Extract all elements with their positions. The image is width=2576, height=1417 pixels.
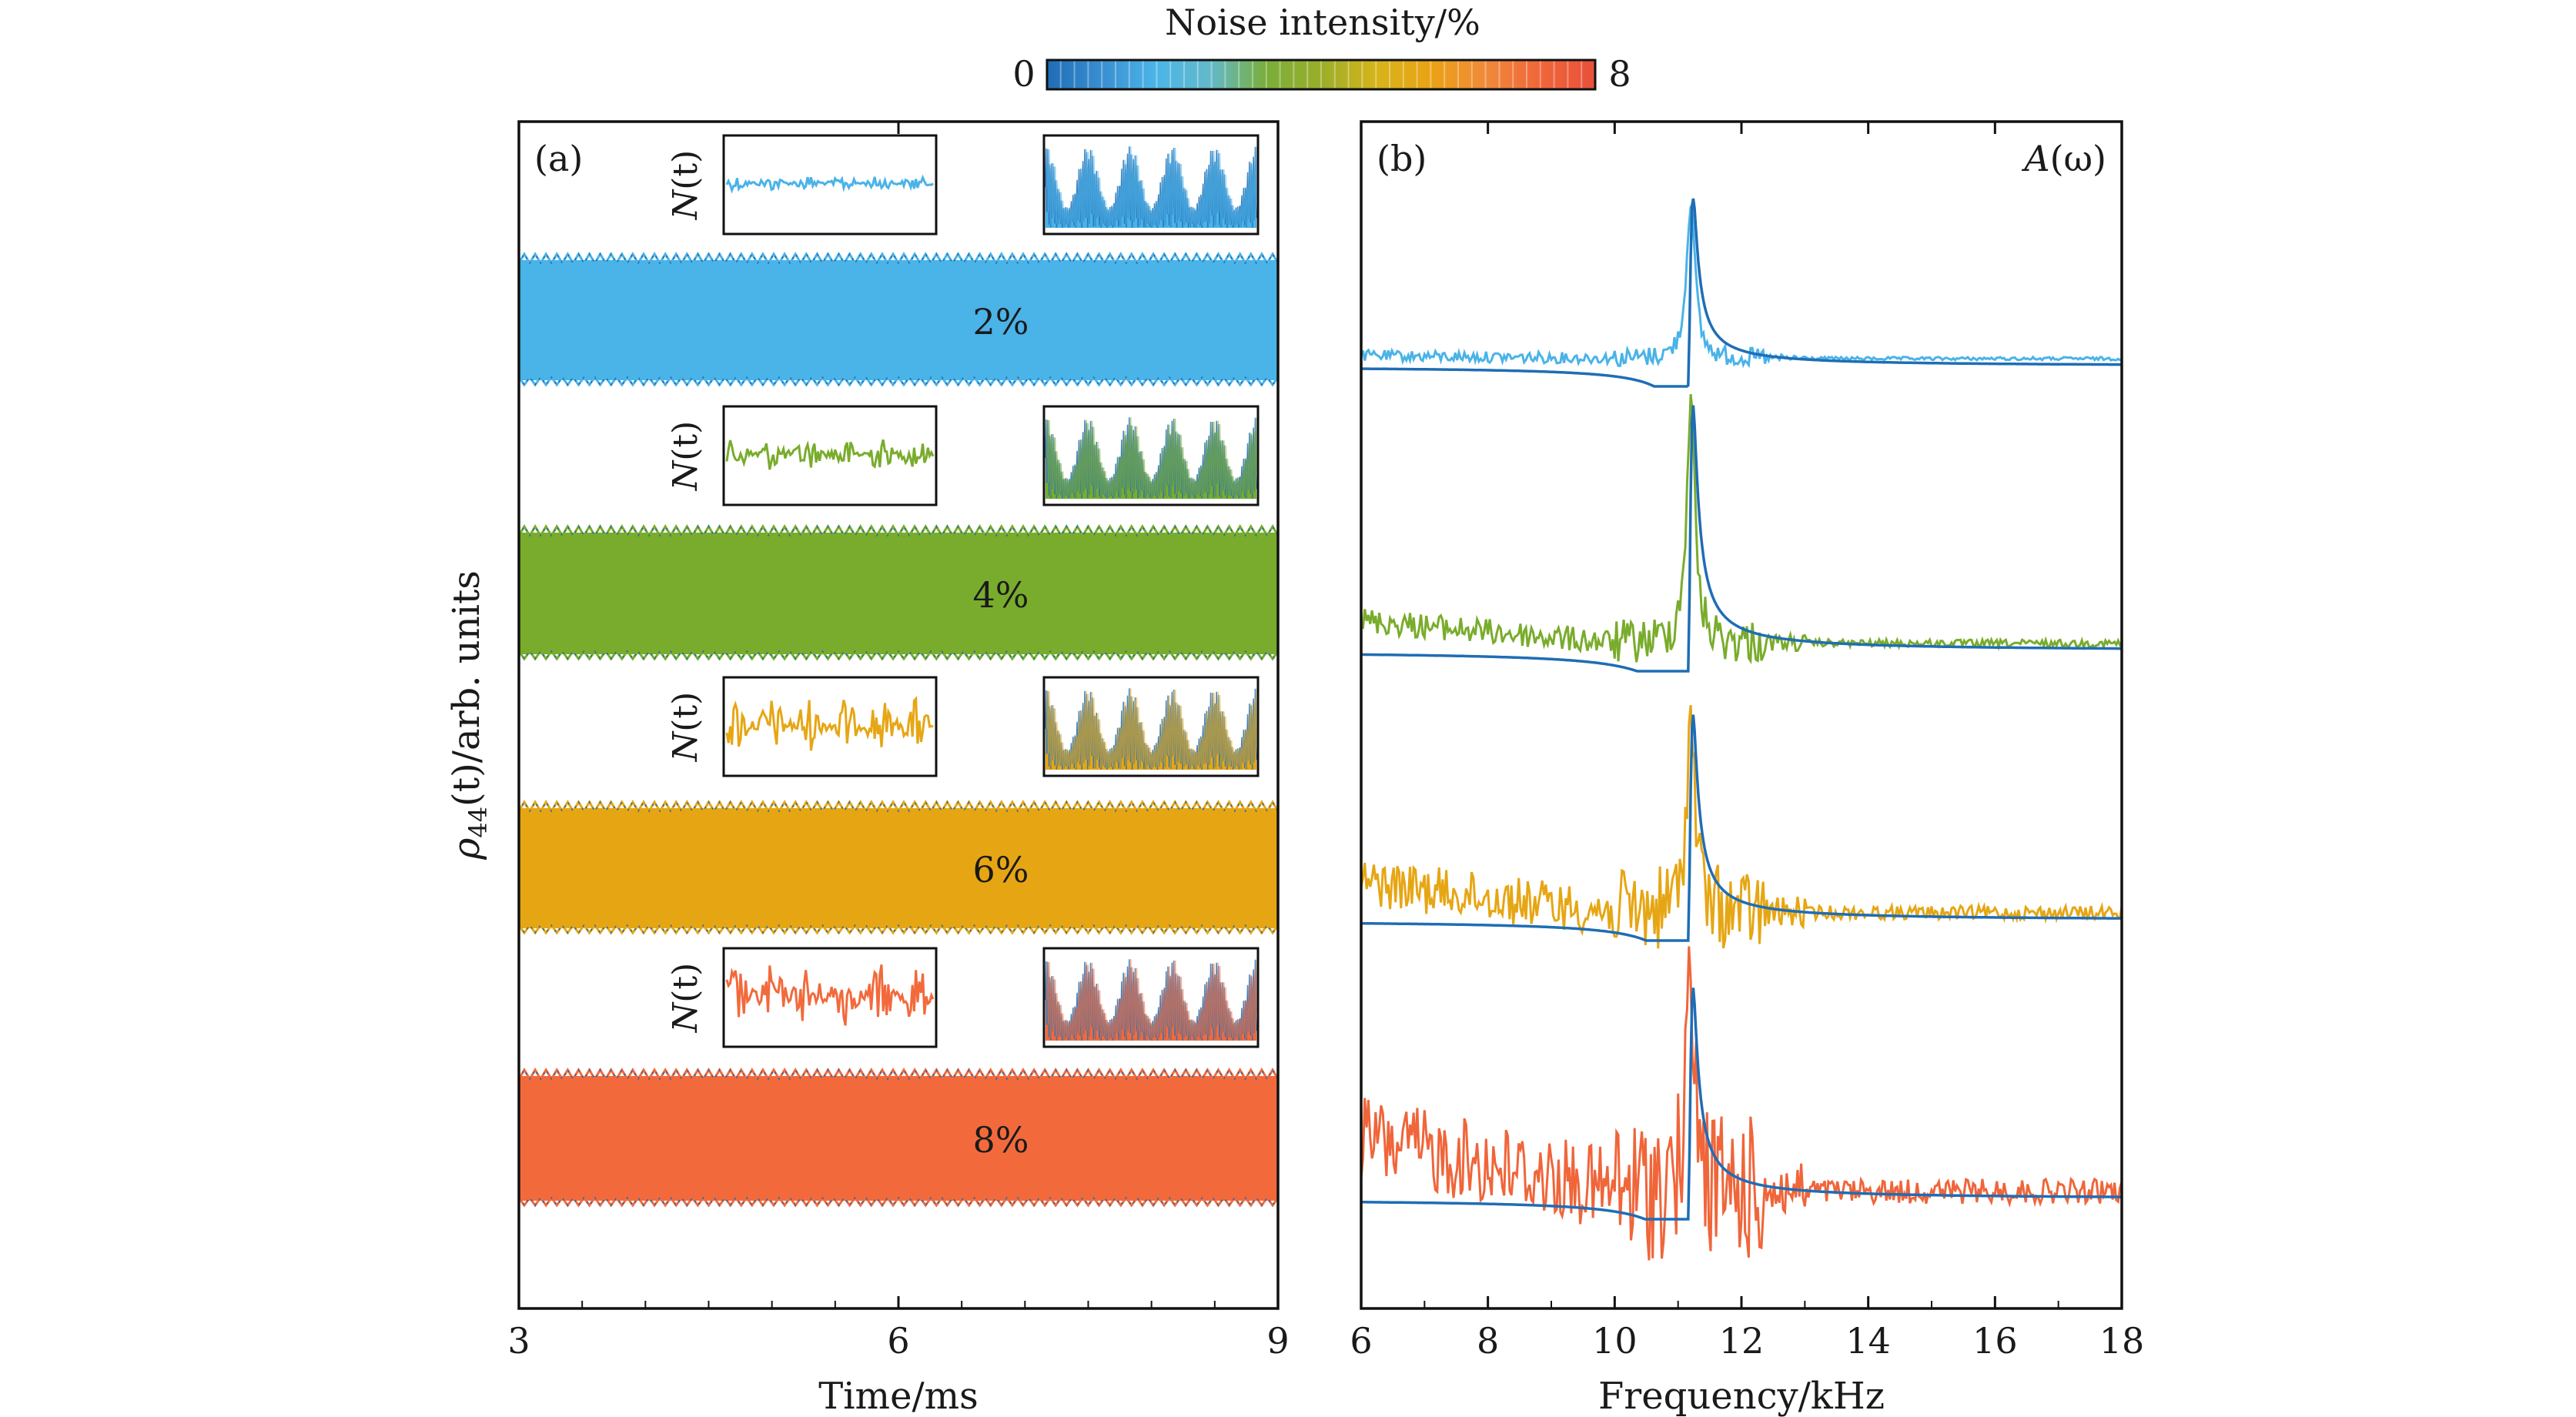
- rho44-band-4: [519, 533, 1278, 654]
- colorbar-title: Noise intensity/%: [1165, 2, 1480, 43]
- noise-inset-trace: [725, 174, 934, 194]
- zoom-inset-frame: [1042, 134, 1260, 236]
- spectrum-noiseless-6: [1361, 714, 2122, 942]
- rho44-band-bottom-edge-clean-6: [519, 924, 1278, 934]
- panel-b: 6 8 10 12 14 16 18 (b) A(ω) Frequency/kHz: [1350, 120, 2144, 1417]
- corner-label-omega: (ω): [2050, 138, 2106, 179]
- noise-inset-frame: [722, 947, 938, 1048]
- y-axis-label-rest: (t)/arb. units: [445, 570, 488, 807]
- freq-tick-label-18: 18: [2099, 1320, 2145, 1362]
- rho44-band-6: [519, 808, 1278, 928]
- y-axis-label-rho: ρ: [445, 838, 488, 861]
- rho44-band-top-edge-clean-6: [519, 800, 1278, 813]
- noise-inset-label-t: (t): [666, 963, 705, 1003]
- spectrum-noisy-6: [1361, 705, 2122, 949]
- noise-inset-4: N(t): [666, 405, 938, 506]
- panel-a-y-axis-label: ρ44(t)/arb. units: [445, 570, 493, 861]
- noise-inset-label-t: (t): [666, 692, 705, 732]
- band-label-2: 2%: [973, 301, 1029, 343]
- noise-inset-label-n: N: [666, 189, 705, 220]
- noise-inset-label-t: (t): [666, 150, 705, 190]
- x-tick-label-3: 3: [507, 1320, 530, 1362]
- noise-inset-label: N(t): [666, 692, 705, 763]
- freq-tick-label-14: 14: [1845, 1320, 1891, 1362]
- panel-b-frame: [1360, 120, 2123, 1310]
- freq-tick-label-16: 16: [1972, 1320, 2018, 1362]
- zoom-inset-noisy-trace: [1046, 146, 1259, 229]
- zoom-inset-noisy-trace: [1046, 688, 1259, 770]
- rho44-band-top-edge-clean-4: [519, 525, 1278, 537]
- noise-inset-label: N(t): [666, 963, 705, 1034]
- panel-a-plot-area: 2%N(t)4%N(t)6%N(t)8%N(t): [519, 134, 1278, 1208]
- panel-b-corner-label: A(ω): [2021, 138, 2106, 179]
- zoom-inset-frame: [1042, 405, 1260, 506]
- colorbar-min-label: 0: [1012, 53, 1035, 95]
- panel-b-plot-area: [1361, 198, 2122, 1261]
- noise-inset-label: N(t): [666, 421, 705, 492]
- colorbar-border: [1045, 58, 1597, 91]
- colorbar-max-label: 8: [1608, 53, 1631, 95]
- noise-inset-trace: [725, 439, 935, 470]
- zoom-inset-6: [1042, 676, 1260, 777]
- panel-a-x-ticks: 3 6 9: [507, 122, 1290, 1362]
- spectrum-noisy-2: [1361, 206, 2122, 369]
- noise-inset-trace: [725, 964, 935, 1026]
- zoom-inset-8: [1042, 947, 1260, 1048]
- freq-tick-label-8: 8: [1477, 1320, 1499, 1362]
- corner-label-a: A: [2021, 138, 2049, 179]
- noise-inset-6: N(t): [666, 676, 938, 777]
- panel-b-x-axis-label: Frequency/kHz: [1598, 1375, 1885, 1417]
- band-label-4: 4%: [973, 574, 1029, 616]
- rho44-band-top-edge-clean-8: [519, 1068, 1278, 1081]
- rho44-band-bottom-edge-clean-4: [519, 650, 1278, 660]
- panel-a-x-axis-label: Time/ms: [818, 1375, 979, 1417]
- spectrum-noiseless-2: [1361, 198, 2122, 388]
- rho44-band-top-edge-clean-2: [519, 252, 1278, 265]
- spectrum-noiseless-8: [1361, 988, 2122, 1221]
- rho44-band-2: [519, 260, 1278, 380]
- noise-inset-8: N(t): [666, 947, 938, 1048]
- zoom-inset-frame: [1042, 947, 1260, 1048]
- noise-inset-2: N(t): [666, 134, 938, 236]
- noise-inset-label-n: N: [666, 1001, 705, 1033]
- zoom-inset-4: [1042, 405, 1260, 506]
- panel-a-label: (a): [534, 138, 583, 179]
- noise-inset-label-n: N: [666, 730, 705, 762]
- rho44-band-8: [519, 1076, 1278, 1201]
- rho44-band-bottom-edge-clean-2: [519, 376, 1278, 386]
- band-label-8: 8%: [973, 1119, 1029, 1161]
- panel-b-label: (b): [1377, 138, 1427, 179]
- zoom-inset-frame: [1042, 676, 1260, 777]
- freq-tick-label-10: 10: [1592, 1320, 1638, 1362]
- noise-inset-label: N(t): [666, 150, 705, 221]
- colorbar-strip: [1047, 60, 1595, 89]
- noise-inset-label-n: N: [666, 460, 705, 491]
- zoom-inset-noisy-trace: [1046, 417, 1259, 500]
- spectrum-noisy-8: [1361, 946, 2122, 1261]
- band-label-6: 6%: [973, 849, 1029, 891]
- freq-tick-label-6: 6: [1350, 1320, 1372, 1362]
- y-axis-label-subscript: 44: [463, 807, 493, 838]
- colorbar-ticks: [1059, 60, 1583, 89]
- zoom-inset-noisy-trace: [1046, 959, 1259, 1041]
- spectrum-noiseless-4: [1361, 405, 2122, 673]
- colorbar: Noise intensity/% 0 8: [1012, 2, 1631, 95]
- x-tick-label-6: 6: [887, 1320, 909, 1362]
- freq-tick-label-12: 12: [1719, 1320, 1765, 1362]
- zoom-inset-2: [1042, 134, 1260, 236]
- panel-b-x-ticks: 6 8 10 12 14 16 18: [1350, 122, 2144, 1362]
- spectrum-noisy-4: [1361, 394, 2122, 665]
- x-tick-label-9: 9: [1266, 1320, 1289, 1362]
- noise-inset-label-t: (t): [666, 421, 705, 461]
- noise-inset-trace: [725, 695, 934, 751]
- rho44-band-bottom-edge-clean-8: [519, 1196, 1278, 1207]
